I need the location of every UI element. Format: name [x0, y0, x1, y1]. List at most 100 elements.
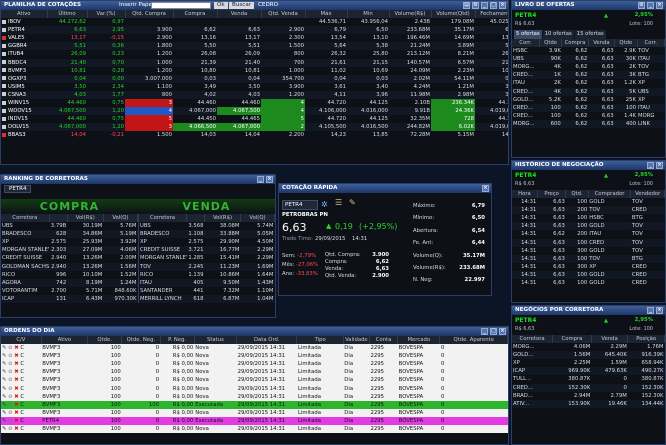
book-row[interactable]: CRED... 1K 6,62 6,63 3K BTG — [512, 71, 665, 80]
tab-15-offers[interactable]: 15 ofertas — [574, 30, 606, 39]
minimize-icon[interactable]: _ — [647, 307, 654, 314]
book-column-header[interactable]: Venda — [588, 39, 616, 48]
minimize-icon[interactable]: _ — [647, 2, 654, 9]
quote-row[interactable]: IBOV 44.272,62 0,97 44.536,71 43.956,04 2.43B… — [1, 18, 508, 27]
ranking-column-header[interactable] — [49, 214, 68, 223]
ranking-row[interactable]: ICAP 131 6.43M 970.30K — [1, 294, 138, 304]
quote-row[interactable]: OGXP3 0,04 0,00 3.007.000 0,03 0,04 354.700 0,0… — [1, 74, 508, 83]
close-icon[interactable]: ✖ — [14, 377, 21, 384]
row-marker-icon[interactable] — [2, 76, 6, 81]
cancel-icon[interactable]: ⊘ — [8, 377, 15, 384]
close-icon[interactable]: × — [482, 185, 489, 192]
orders-column-header[interactable]: Tipo — [296, 336, 344, 345]
order-row[interactable]: ✎ ⊘ ✖ C BVMF3 100 0 R$ 0,00 Nova 29/09/2015 14… — [1, 384, 508, 393]
quotes-column-header[interactable]: Compra — [173, 10, 218, 19]
cancel-icon[interactable]: ⊘ — [8, 345, 15, 352]
quick-quote-ticker[interactable]: PETR4 — [282, 200, 318, 210]
edit-icon[interactable]: ✎ — [2, 361, 9, 368]
broker-trades-row[interactable]: CRED... 152.30K 0 152.30K — [512, 383, 665, 392]
history-ticker[interactable]: PETR4 — [515, 172, 537, 179]
book-column-header[interactable]: Corr. — [637, 39, 665, 48]
edit-icon[interactable]: ✎ — [2, 369, 9, 376]
cancel-icon[interactable]: ⊘ — [8, 426, 15, 433]
broker-trades-row[interactable]: TULL... 380.87K 0 380.87K — [512, 375, 665, 384]
orders-column-header[interactable]: Qtde. — [87, 336, 123, 345]
quotes-column-header[interactable]: Qtd. Compra — [125, 10, 174, 19]
orders-column-header[interactable]: C/V — [1, 336, 42, 345]
edit-icon[interactable]: ✎ — [2, 426, 9, 433]
maximize-icon[interactable]: □ — [490, 328, 497, 335]
ranking-ticker[interactable]: PETR4 — [4, 185, 32, 193]
quotes-column-header[interactable]: Qtd. Venda — [261, 10, 306, 19]
order-row[interactable]: ✎ ⊘ ✖ C BVMF3 100 0 R$ 0,00 Nova 29/09/2015 14… — [1, 360, 508, 369]
row-marker-icon[interactable] — [2, 92, 6, 97]
broker-trades-column-header[interactable]: Venda — [591, 335, 629, 344]
ranking-row[interactable]: CREDIT SUISSE 2.940 13.26M 2.00M — [1, 254, 138, 263]
insert-ticker-input[interactable] — [151, 2, 211, 9]
order-row[interactable]: ✎ ⊘ ✖ C BVMF3 100 0 R$ 0,00 Nova 29/09/2015 14… — [1, 368, 508, 377]
quotes-column-header[interactable]: Máx — [305, 10, 348, 19]
quote-row[interactable]: ITUB4 26,09 0,23 1.200 26,08 26,09 800 26,32 25,… — [1, 50, 508, 59]
ranking-column-header[interactable]: Corretora — [138, 214, 187, 223]
settings-icon[interactable]: ⚙ — [472, 2, 479, 9]
history-column-header[interactable]: Vendedor — [630, 190, 665, 199]
broker-trades-row[interactable]: ICAP 969.90K 479.63K 490.27K — [512, 367, 665, 376]
order-row[interactable]: ✎ ⊘ ✖ C BVMF3 100 0 R$ 0,00 Nova 29/09/2015 14… — [1, 392, 508, 401]
broker-trades-column-header[interactable]: Posição — [627, 335, 665, 344]
order-row[interactable]: ✎ ⊘ ✖ C PETR4 100 0 R$ 0,00 Executada 29/09/20… — [1, 416, 508, 426]
close-icon[interactable]: ✖ — [14, 417, 21, 424]
book-column-header[interactable]: Corr. — [512, 39, 540, 48]
quote-row[interactable]: BBDC4 21,40 0,70 1.000 21,39 21,40 700 21,61 21,… — [1, 58, 508, 67]
book-column-header[interactable]: Qtde — [614, 39, 638, 48]
quote-row[interactable]: USIM5 3,50 2,34 1.100 3,49 3,50 3.900 3,61 3,40 4… — [1, 82, 508, 91]
ranking-row[interactable]: ITAU 405 9.50M 1.43M — [138, 278, 275, 287]
ranking-column-header[interactable]: Corretora — [1, 214, 50, 223]
history-column-header[interactable]: Preço — [537, 190, 567, 199]
quote-row[interactable]: PETR4 6,63 2,95 3.900 6,62 6,63 2.900 6,79 6,50 2… — [1, 26, 508, 35]
row-marker-icon[interactable] — [2, 100, 6, 105]
quotes-column-header[interactable]: Volume(Qtd) — [431, 10, 476, 19]
row-marker-icon[interactable] — [2, 84, 6, 89]
order-row[interactable]: ✎ ⊘ ✖ C BVMF3 100 0 R$ 0,00 Nova 29/09/2015 14… — [1, 408, 508, 417]
quote-row[interactable]: GGBR4 5,51 0,36 1.800 5,50 5,51 1.500 5,64 5,38 2… — [1, 42, 508, 51]
close-icon[interactable]: ✖ — [14, 345, 21, 352]
orders-column-header[interactable]: Status — [194, 336, 238, 345]
quotes-column-header[interactable]: Venda — [217, 10, 262, 19]
broker-trades-ticker[interactable]: PETR4 — [515, 317, 537, 324]
ranking-row[interactable]: XP 2.575 29.90M 4.50M — [138, 238, 275, 247]
close-icon[interactable]: ✖ — [14, 426, 21, 433]
order-row[interactable]: ✎ ⊘ ✖ C BVMF3 100 0 R$ 0,00 Nova 29/09/2015 14… — [1, 344, 508, 353]
cancel-icon[interactable]: ⊘ — [8, 385, 15, 392]
minimize-icon[interactable]: _ — [257, 176, 264, 183]
book-row[interactable]: MORG... 600 6,62 6,63 400 LINK — [512, 119, 665, 129]
edit-icon[interactable]: ✎ — [2, 385, 9, 392]
edit-icon[interactable]: ✎ — [2, 345, 9, 352]
ranking-row[interactable]: UBS 3.79B 30.19M 5.76M — [1, 222, 138, 231]
broker-trades-row[interactable]: BRAD... 2.94M 2.79M 152.30K — [512, 391, 665, 400]
close-icon[interactable]: × — [656, 162, 663, 169]
broker-trades-row[interactable]: ATIV... 153.90K 19.46K 134.44K — [512, 399, 665, 408]
close-icon[interactable]: ✖ — [14, 353, 21, 360]
ranking-row[interactable]: RICO 996 10.10M 1.52M — [1, 270, 138, 279]
cancel-icon[interactable]: ⊘ — [8, 361, 15, 368]
order-row[interactable]: ✎ ⊘ ✖ C BVMF3 100 100 R$ 0,00 Executada 29/09/… — [1, 400, 508, 409]
row-marker-icon[interactable] — [2, 108, 6, 113]
close-icon[interactable]: ✖ — [14, 393, 21, 400]
book-row[interactable]: ITAU 2K 6,62 6,63 1.2K XP — [512, 79, 665, 88]
close-icon[interactable]: × — [499, 2, 506, 9]
ranking-row[interactable]: TOV 2.245 11.23M 1.69M — [138, 262, 275, 271]
tab-5-offers[interactable]: 5 ofertas — [514, 30, 542, 39]
row-marker-icon[interactable] — [2, 27, 6, 32]
broker-trades-row[interactable]: GOLD... 1.56M 645.40K 916.39K — [512, 351, 665, 360]
orders-column-header[interactable]: Validade — [343, 336, 370, 345]
close-icon[interactable]: ✖ — [14, 361, 21, 368]
history-column-header[interactable]: Qtd. — [565, 190, 589, 199]
close-icon[interactable]: × — [656, 307, 663, 314]
orders-column-header[interactable]: Mercado — [397, 336, 441, 345]
ranking-row[interactable]: SANTANDER 441 7.32M 1.10M — [138, 286, 275, 295]
ranking-row[interactable]: MERRILL LYNCH 618 6.87M 1.04M — [138, 294, 275, 304]
ranking-row[interactable]: AGORA 742 8.19M 1.24M — [1, 278, 138, 287]
buscar-button[interactable]: Buscar — [229, 2, 255, 9]
ranking-column-header[interactable]: Vol(Q) — [240, 214, 275, 223]
close-icon[interactable]: × — [499, 328, 506, 335]
